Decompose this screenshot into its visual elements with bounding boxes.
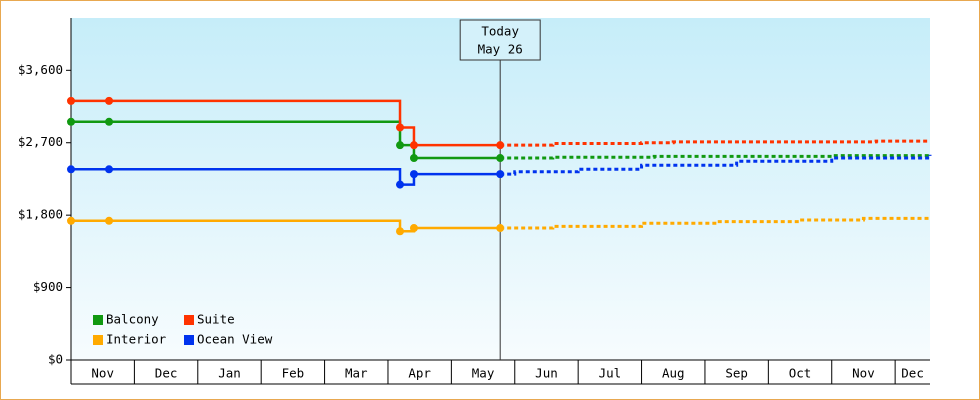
legend-swatch: [93, 335, 103, 345]
x-tick-label: Mar: [345, 366, 368, 381]
price-point: [496, 224, 505, 233]
price-point: [67, 117, 75, 126]
legend-label: Ocean View: [197, 332, 273, 347]
x-tick-label: Aug: [662, 366, 685, 381]
price-point: [105, 117, 114, 126]
y-tick-label: $900: [33, 279, 63, 294]
y-tick-label: $3,600: [18, 62, 63, 77]
forecast-line: [500, 216, 932, 230]
today-label: May 26: [478, 42, 523, 57]
price-point: [496, 154, 505, 163]
today-label: Today: [481, 24, 519, 39]
legend-swatch: [184, 335, 194, 345]
price-point: [396, 227, 405, 236]
price-point: [396, 180, 405, 189]
x-tick-label: Oct: [789, 366, 812, 381]
price-point: [409, 154, 418, 163]
forecast-line: [500, 139, 930, 147]
legend-label: Interior: [106, 332, 167, 347]
x-tick-label: Dec: [155, 366, 178, 381]
legend-label: Balcony: [106, 312, 159, 327]
price-point: [409, 141, 418, 150]
price-point: [67, 96, 75, 105]
x-tick-label: May: [472, 366, 495, 381]
price-point: [67, 216, 75, 225]
x-tick-label: Feb: [282, 366, 305, 381]
price-point: [409, 170, 418, 179]
x-tick-label: Jul: [599, 366, 622, 381]
price-point: [396, 141, 405, 150]
price-point: [496, 170, 505, 179]
price-point: [67, 165, 75, 174]
legend-swatch: [93, 315, 103, 325]
y-tick-label: $0: [48, 352, 63, 367]
price-point: [105, 165, 114, 174]
price-point: [105, 96, 114, 105]
price-point: [396, 123, 405, 132]
legend-swatch: [184, 315, 194, 325]
price-point: [105, 216, 114, 225]
forecast-line: [500, 154, 932, 160]
x-tick-label: Nov: [852, 366, 875, 381]
x-tick-label: Dec: [901, 366, 924, 381]
price-point: [409, 224, 418, 233]
y-tick-label: $2,700: [18, 134, 63, 149]
x-tick-label: Nov: [91, 366, 114, 381]
price-point: [496, 141, 505, 150]
x-tick-label: Jan: [218, 366, 241, 381]
x-tick-label: Apr: [408, 366, 431, 381]
y-tick-label: $1,800: [18, 207, 63, 222]
legend-label: Suite: [197, 312, 235, 327]
x-tick-label: Jun: [535, 366, 558, 381]
x-tick-label: Sep: [725, 366, 748, 381]
today-box: [459, 19, 541, 61]
forecast-line: [500, 154, 932, 176]
